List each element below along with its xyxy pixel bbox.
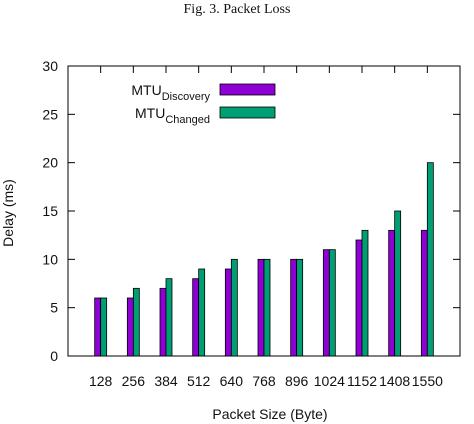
bars [94,162,434,357]
y-tick-label: 5 [50,300,58,316]
x-tick-label: 896 [285,373,309,389]
legend-swatch-changed [219,106,276,119]
y-tick-label: 30 [42,58,58,74]
figure-caption: Fig. 3. Packet Loss [183,2,291,17]
bar-changed-1152 [361,229,369,357]
x-tick-label: 384 [154,373,178,389]
x-axis-ticks: 128 256 384 512 640 768 896 1024 1152 1408 1550 [89,66,443,389]
bar-changed-384 [165,278,173,357]
bar-changed-1550 [426,162,434,357]
bar-changed-128 [100,297,108,357]
legend-label-discovery: MTUDiscovery [131,82,210,103]
y-tick-label: 20 [42,155,58,171]
bar-discovery-640 [224,268,232,357]
x-tick-label: 640 [220,373,244,389]
y-tick-label: 0 [50,348,58,364]
x-tick-label: 512 [187,373,211,389]
bar-discovery-1024 [322,249,330,357]
y-axis-ticks: 0 5 10 15 20 25 30 [42,58,460,364]
bar-changed-256 [132,287,140,357]
bar-discovery-1550 [420,229,428,357]
x-tick-label: 1152 [347,373,377,389]
bar-discovery-768 [257,258,265,357]
legend-swatch-discovery [219,83,276,96]
bar-changed-768 [263,258,271,357]
bar-discovery-128 [94,297,102,357]
x-tick-label: 128 [89,373,113,389]
bar-discovery-896 [290,258,298,357]
y-tick-label: 10 [42,251,58,267]
y-tick-label: 25 [42,106,58,122]
bar-changed-896 [296,258,304,357]
bar-changed-512 [198,268,206,357]
x-tick-label: 1408 [379,373,410,389]
bar-discovery-512 [192,278,200,357]
x-axis-title: Packet Size (Byte) [212,406,327,422]
x-tick-label: 1550 [412,373,443,389]
y-tick-label: 15 [42,203,58,219]
x-tick-label: 768 [252,373,276,389]
bar-changed-640 [230,258,238,357]
bar-discovery-1152 [355,239,363,357]
bar-discovery-1408 [388,229,396,357]
bar-changed-1024 [328,249,336,357]
bar-changed-1408 [394,210,402,357]
bar-discovery-256 [126,297,134,357]
bar-discovery-384 [159,287,167,357]
legend-label-changed: MTUChanged [135,105,210,126]
x-tick-label: 1024 [314,373,345,389]
x-tick-label: 256 [122,373,146,389]
y-axis-title: Delay (ms) [0,179,16,247]
